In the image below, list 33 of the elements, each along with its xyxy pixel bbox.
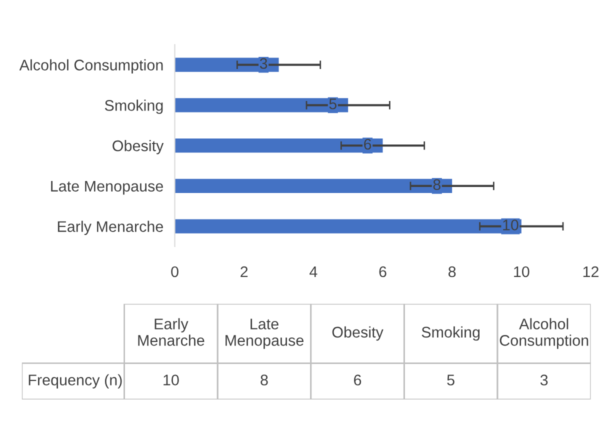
data-label: 3 <box>540 374 548 386</box>
data-label: 3 <box>260 58 268 69</box>
x-tick-label: 12 <box>583 266 598 278</box>
category-label: Late Menopause <box>226 318 304 349</box>
category-label: Smoking <box>422 326 480 341</box>
x-tick-label: 4 <box>310 266 318 278</box>
y-tick-label: Alcohol Consumption <box>19 59 163 74</box>
data-label: 6 <box>354 374 362 386</box>
bar <box>174 138 383 153</box>
bar <box>174 178 452 194</box>
data-label: 5 <box>329 98 337 110</box>
x-tick-label: 0 <box>171 266 178 278</box>
category-label: Early Menarche <box>138 318 204 346</box>
bar <box>174 58 279 72</box>
data-label: 8 <box>433 179 440 190</box>
data-label: 5 <box>447 374 454 386</box>
x-tick-label: 2 <box>240 266 248 278</box>
y-tick-label: Obesity <box>112 140 164 154</box>
text: Frequency (n) <box>28 374 122 388</box>
bar <box>174 98 348 112</box>
y-tick-label: Early Menarche <box>58 220 163 236</box>
data-label: 8 <box>260 374 268 386</box>
category-label: Obesity <box>332 326 384 341</box>
data-label: 10 <box>503 220 518 230</box>
category-label: Alcohol Consumption <box>500 318 588 349</box>
data-label: 6 <box>364 138 372 150</box>
y-tick-label: Late Menopause <box>51 180 164 195</box>
data-label: 10 <box>164 374 179 386</box>
x-tick-label: 10 <box>514 266 530 278</box>
bar <box>174 219 522 234</box>
y-tick-label: Smoking <box>104 100 163 114</box>
x-tick-label: 8 <box>448 266 456 278</box>
x-tick-label: 6 <box>379 266 386 278</box>
